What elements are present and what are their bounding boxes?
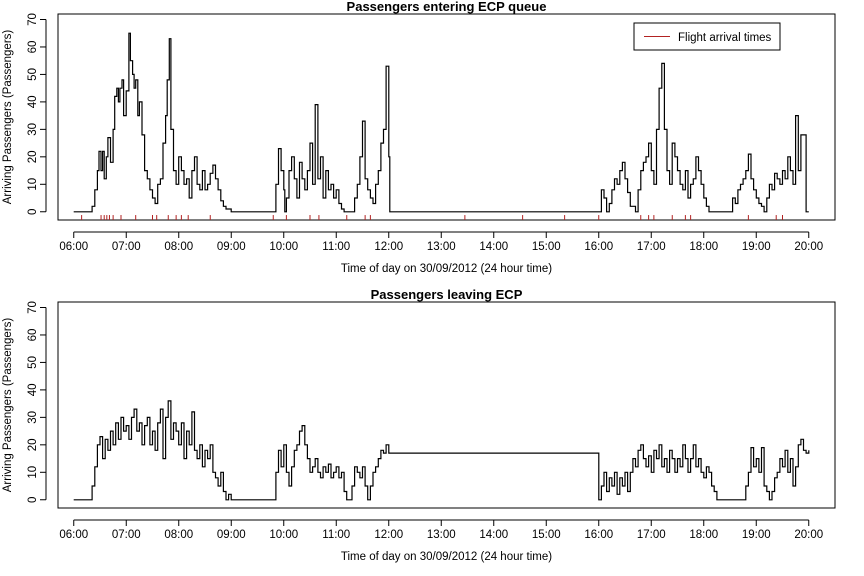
x-tick-label: 16:00 <box>584 241 613 253</box>
plot-frame <box>57 13 836 221</box>
y-tick-label: 60 <box>27 329 39 342</box>
y-tick-label: 40 <box>27 383 39 396</box>
y-tick-label: 30 <box>27 123 39 136</box>
y-axis-label: Arriving Passengers (Passengers) <box>2 30 14 205</box>
x-tick-label: 15:00 <box>532 529 561 541</box>
x-tick-label: 20:00 <box>794 529 823 541</box>
x-tick-label: 18:00 <box>689 241 718 253</box>
x-tick-label: 14:00 <box>479 529 508 541</box>
series-line-entering <box>73 32 809 213</box>
y-tick-label: 20 <box>27 438 39 451</box>
legend-label-flight-arrival: Flight arrival times <box>678 32 772 44</box>
y-tick-label: 40 <box>27 95 39 108</box>
y-tick-label: 50 <box>27 356 39 369</box>
x-tick-label: 10:00 <box>269 241 298 253</box>
chart-title: Passengers entering ECP queue <box>347 0 547 14</box>
x-tick-label: 13:00 <box>427 241 456 253</box>
legend: Flight arrival times <box>633 22 781 51</box>
x-tick-label: 07:00 <box>112 529 141 541</box>
x-tick-label: 08:00 <box>164 241 193 253</box>
x-tick-label: 06:00 <box>59 241 88 253</box>
chart-leaving-ecp: Passengers leaving ECP 0 10 20 30 40 50 60 70 0… <box>2 287 836 563</box>
x-tick-label: 14:00 <box>479 241 508 253</box>
x-axis-label: Time of day on 30/09/2012 (24 hour time) <box>341 263 552 275</box>
y-axis: 0 10 20 30 40 50 60 70 <box>27 301 47 503</box>
y-tick-label: 70 <box>27 301 39 314</box>
x-tick-label: 19:00 <box>742 241 771 253</box>
x-tick-label: 11:00 <box>322 529 350 541</box>
x-tick-label: 13:00 <box>427 529 456 541</box>
y-tick-label: 0 <box>27 209 39 215</box>
x-tick-label: 12:00 <box>374 529 403 541</box>
y-tick-label: 30 <box>27 411 39 424</box>
x-tick-label: 17:00 <box>637 529 666 541</box>
x-axis: 06:00 07:00 08:00 09:00 10:00 11:00 12:00 13:00… <box>59 519 823 541</box>
x-axis: 06:00 07:00 08:00 09:00 10:00 11:00 12:00 13:00… <box>59 231 823 253</box>
x-tick-label: 06:00 <box>59 529 88 541</box>
x-tick-label: 09:00 <box>217 529 246 541</box>
y-tick-label: 60 <box>27 41 39 54</box>
y-axis: 0 10 20 30 40 50 60 70 <box>27 13 47 215</box>
x-tick-label: 19:00 <box>742 529 771 541</box>
y-tick-label: 70 <box>27 13 39 26</box>
y-tick-label: 10 <box>27 466 39 479</box>
x-tick-label: 16:00 <box>584 529 613 541</box>
plot-frame <box>57 301 836 509</box>
x-tick-label: 12:00 <box>374 241 403 253</box>
chart-title: Passengers leaving ECP <box>371 287 523 302</box>
flight-arrival-marks <box>81 215 783 220</box>
x-tick-label: 15:00 <box>532 241 561 253</box>
x-tick-label: 09:00 <box>217 241 246 253</box>
x-axis-label: Time of day on 30/09/2012 (24 hour time) <box>341 551 552 563</box>
x-tick-label: 11:00 <box>322 241 350 253</box>
x-tick-label: 10:00 <box>269 529 298 541</box>
x-tick-label: 08:00 <box>164 529 193 541</box>
x-tick-label: 07:00 <box>112 241 141 253</box>
chart-entering-ecp-queue: Passengers entering ECP queue 0 10 20 30 40 5… <box>2 0 836 275</box>
series-line-leaving <box>73 400 810 501</box>
x-tick-label: 18:00 <box>689 529 718 541</box>
y-tick-label: 10 <box>27 178 39 191</box>
x-tick-label: 17:00 <box>637 241 666 253</box>
y-axis-label: Arriving Passengers (Passengers) <box>2 318 14 493</box>
y-tick-label: 0 <box>27 497 39 503</box>
y-tick-label: 50 <box>27 68 39 81</box>
x-tick-label: 20:00 <box>794 241 823 253</box>
y-tick-label: 20 <box>27 150 39 163</box>
